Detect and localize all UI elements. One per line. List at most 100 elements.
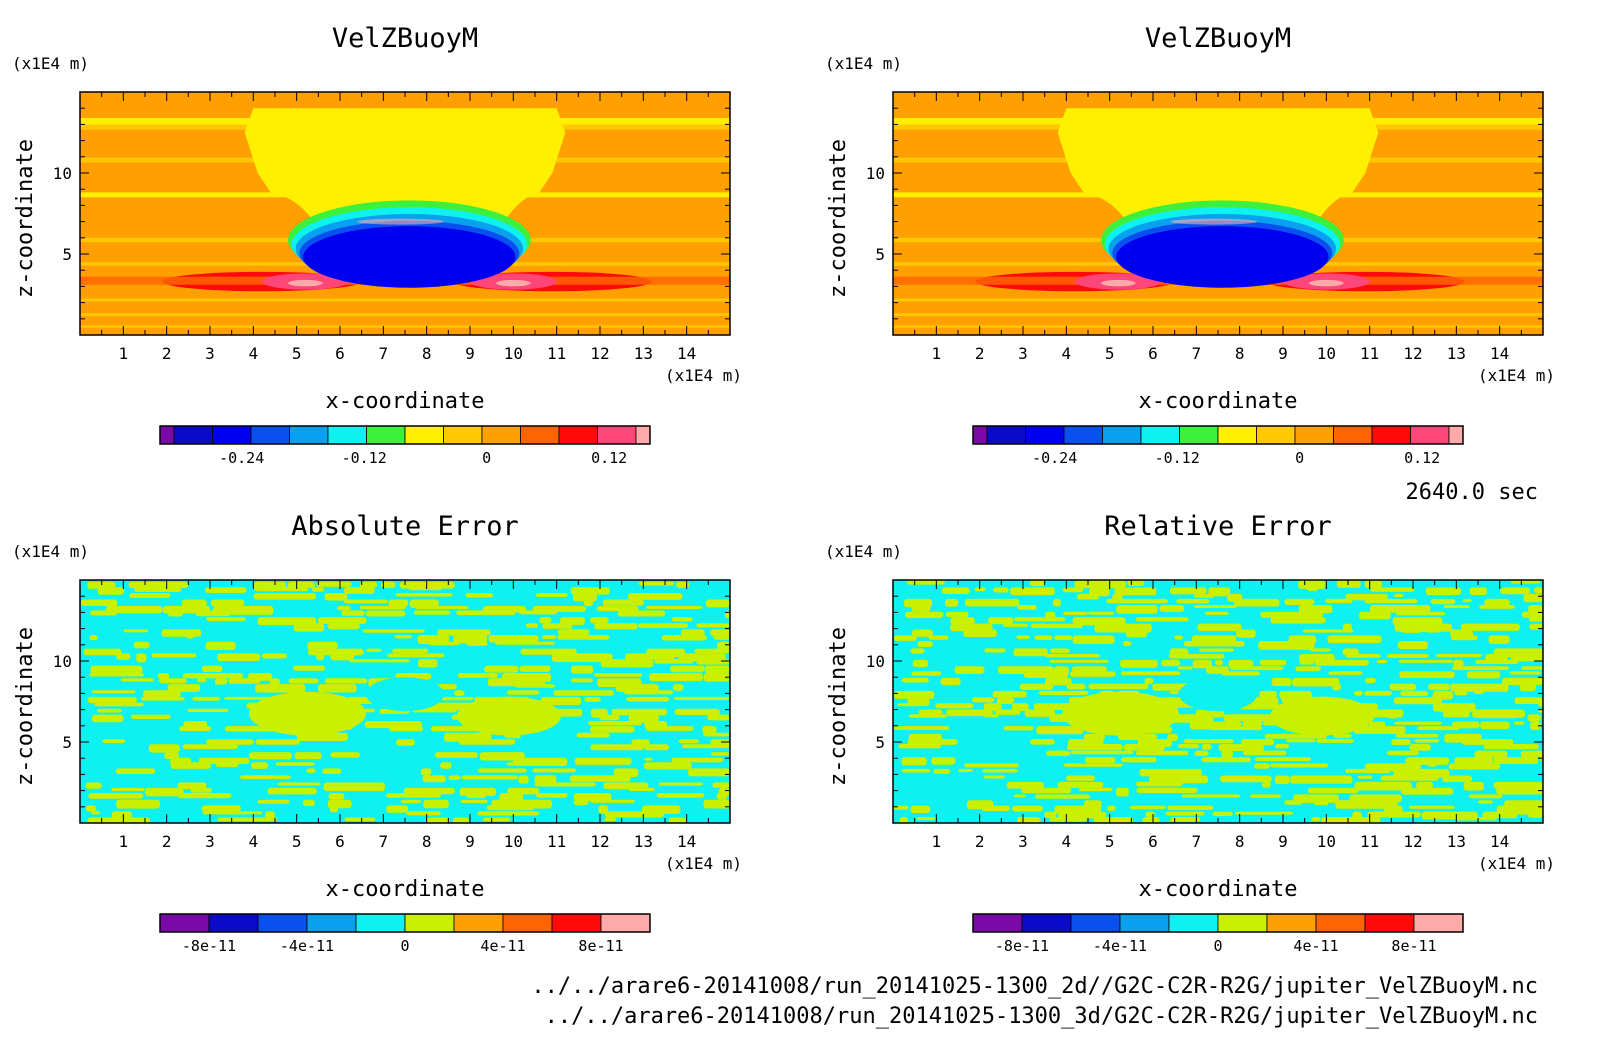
field-noise-blob <box>1071 666 1107 673</box>
field-noise-blob <box>1453 659 1464 668</box>
field-noise-blob <box>1070 750 1134 755</box>
field-noise-blob <box>198 757 250 764</box>
x-tick-label: 2 <box>162 832 172 851</box>
field-noise-blob <box>1493 781 1543 790</box>
field-noise-blob <box>717 641 730 650</box>
field-noise-blob <box>1250 794 1281 798</box>
field-noise-blob <box>1088 611 1115 615</box>
chart-title: Absolute Error <box>291 511 519 542</box>
colorbar-tick-label: 0.12 <box>591 449 627 467</box>
field-noise-blob <box>672 684 684 691</box>
field-noise-blob <box>1193 605 1237 609</box>
colorbar-swatch <box>502 913 553 933</box>
field-noise-blob <box>366 677 444 712</box>
x-tick-label: 9 <box>1278 344 1288 363</box>
field-noise-blob <box>105 605 163 614</box>
panels: VelZBuoyM(x1E4 m)1 2 3 4 5 6 7 8 9 10 11 12 13 14510(… <box>12 23 1555 955</box>
field-stripe <box>893 313 1543 317</box>
colorbar-tick-label: 0 <box>1213 937 1222 955</box>
x-tick-label: 4 <box>1062 344 1072 363</box>
field-noise-blob <box>1514 697 1543 705</box>
colorbar-swatch <box>1413 913 1464 933</box>
field-noise-blob <box>116 799 160 809</box>
field-noise-blob <box>192 696 221 701</box>
field-noise-blob <box>408 587 442 591</box>
y-tick-label: 10 <box>53 652 72 671</box>
field-noise-blob <box>111 787 145 792</box>
field-noise-blob <box>1012 703 1029 712</box>
colorbar-swatch <box>366 425 406 445</box>
field-noise-blob <box>1167 805 1214 811</box>
field-noise-blob <box>542 623 573 629</box>
field-noise-blob <box>89 635 98 641</box>
field-noise-blob <box>1414 738 1440 743</box>
field-noise-blob <box>1454 690 1468 696</box>
field-noise-blob <box>613 768 639 777</box>
colorbar-frame <box>972 425 1464 445</box>
field-noise-blob <box>535 593 568 598</box>
y-tick-label: 5 <box>62 245 72 264</box>
field-noise-blob <box>1435 653 1482 658</box>
field-noise-blob <box>957 768 974 772</box>
field-noise-blob <box>1198 648 1235 652</box>
field-noise-blob <box>1452 721 1480 729</box>
field-noise-blob <box>145 787 184 797</box>
field-noise-blob <box>1233 598 1280 607</box>
field-noise-blob <box>589 726 635 733</box>
field-noise-blob <box>1523 593 1543 603</box>
field-noise-blob <box>603 782 649 790</box>
field-noise-blob <box>317 617 367 624</box>
field-noise-blob <box>661 635 707 641</box>
field-noise-blob <box>344 817 376 822</box>
colorbar-swatch <box>1371 425 1411 445</box>
field-noise-blob <box>950 623 993 632</box>
x-tick-label: 11 <box>1360 344 1379 363</box>
field-noise-blob <box>83 648 122 656</box>
field-noise-blob <box>984 714 999 718</box>
field-noise-blob <box>574 757 632 765</box>
field-noise-blob <box>893 726 950 730</box>
field-noise-blob <box>1442 709 1470 718</box>
field-noise-blob <box>1519 683 1536 692</box>
colorbar-swatch <box>1119 913 1170 933</box>
field-noise-blob <box>901 757 927 766</box>
field-noise-blob <box>1442 775 1473 783</box>
field-noise-blob <box>906 580 945 585</box>
field-noise-blob <box>1364 598 1418 604</box>
colorbar-tick-label: 0 <box>400 937 409 955</box>
field-noise-blob <box>1260 611 1324 618</box>
field-noise-blob <box>625 653 675 660</box>
field-noise-blob <box>1367 811 1422 818</box>
x-tick-label: 3 <box>1018 832 1028 851</box>
field-noise-blob <box>1169 690 1179 695</box>
field-noise-blob <box>1116 605 1158 614</box>
field-noise-blob <box>1204 611 1229 615</box>
x-tick-label: 11 <box>547 344 566 363</box>
field-noise-blob <box>395 593 453 597</box>
field-noise-blob <box>1088 683 1149 690</box>
field-noise-blob <box>202 811 263 815</box>
field-noise-blob <box>1488 635 1510 645</box>
field-noise-blob <box>941 587 970 595</box>
field-noise-blob <box>557 635 610 640</box>
field-noise-blob <box>1454 757 1494 765</box>
field-noise-blob <box>341 610 365 616</box>
colorbar-swatch <box>453 913 504 933</box>
field-noise-blob <box>1236 629 1256 638</box>
field-noise-blob <box>1364 580 1382 589</box>
field-noise-blob <box>1405 757 1449 765</box>
field-noise-blob <box>1127 580 1145 587</box>
field-noise-blob <box>1208 587 1231 597</box>
field-noise-blob <box>1274 775 1290 785</box>
field-noise-blob <box>1315 659 1370 666</box>
field-noise-blob <box>983 703 1002 712</box>
contour-field <box>893 580 1543 823</box>
field-noise-blob <box>324 678 368 684</box>
field-noise-blob <box>1389 683 1417 691</box>
field-noise-blob <box>540 696 582 706</box>
field-noise-blob <box>1321 816 1381 823</box>
field-bubble-top-contour <box>357 218 444 225</box>
colorbar-tick-label: 4e-11 <box>480 937 525 955</box>
field-noise-blob <box>557 629 590 636</box>
field-noise-blob <box>1400 690 1429 697</box>
